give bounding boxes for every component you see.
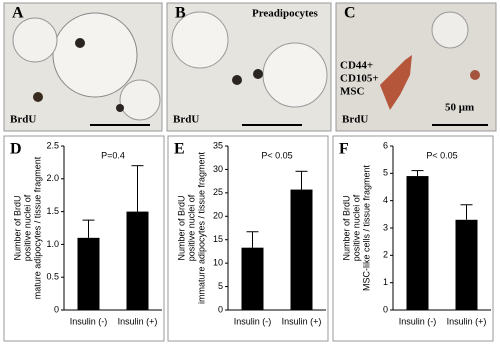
y-axis-label: immature adipocytes / tissue fragment <box>196 151 206 304</box>
y-tick-label: 0 <box>383 304 388 314</box>
image-label: BrdU <box>173 114 199 126</box>
image-label: 50 μm <box>445 102 474 114</box>
stained-cell <box>470 70 480 80</box>
y-tick-label: 10 <box>213 258 223 268</box>
x-tick-label: Insulin (-) <box>70 316 108 326</box>
image-label: Preadipocytes <box>252 8 319 20</box>
y-axis-label: positive nuclei of <box>351 194 361 261</box>
y-axis-label: Number of BrdU <box>176 195 186 260</box>
image-label: BrdU <box>10 114 36 126</box>
panel-letter: A <box>12 5 24 22</box>
y-tick-label: 2.0 <box>46 173 59 183</box>
image-panel: A BrdU <box>3 2 163 132</box>
nucleus <box>253 69 263 79</box>
cell <box>431 11 469 49</box>
bar <box>77 237 100 310</box>
panel-letter: E <box>174 141 185 158</box>
annotation: P=0.4 <box>101 150 125 160</box>
nucleus <box>232 75 242 85</box>
error-bar <box>411 170 424 177</box>
nucleus <box>116 104 124 112</box>
error-bar <box>82 219 95 238</box>
y-axis-label: Number of BrdU <box>12 195 22 260</box>
x-tick-label: Insulin (+) <box>118 316 158 326</box>
image-label: CD105+ <box>340 73 379 85</box>
image-label: CD44+ <box>340 60 373 72</box>
y-tick-label: 5 <box>383 168 388 178</box>
micrograph <box>335 2 497 132</box>
y-tick-label: 15 <box>213 234 223 244</box>
y-tick-label: 6 <box>383 140 388 150</box>
y-tick-label: 0.5 <box>46 272 59 282</box>
y-axis-label: MSC-like cells / tissue fragment <box>361 164 371 291</box>
image-label: BrdU <box>342 114 368 126</box>
stained-cell <box>380 55 412 110</box>
cell <box>12 17 58 63</box>
x-tick-label: Insulin (+) <box>447 316 487 326</box>
annotation: P< 0.05 <box>426 150 457 160</box>
x-tick-label: Insulin (-) <box>399 316 437 326</box>
y-tick-label: 3 <box>383 222 388 232</box>
panel-letter: F <box>339 141 349 158</box>
y-tick-label: 20 <box>213 211 223 221</box>
bar <box>455 219 478 310</box>
cell <box>262 42 328 108</box>
chart-panel <box>3 135 165 342</box>
y-axis-label: Number of BrdU <box>341 195 351 260</box>
bar <box>290 189 313 310</box>
bar <box>126 211 149 310</box>
y-tick-label: 2.5 <box>46 140 59 150</box>
y-axis-label: positive nuclei of <box>22 194 32 261</box>
y-tick-label: 1.5 <box>46 206 59 216</box>
error-bar <box>460 204 473 220</box>
y-tick-label: 1 <box>383 277 388 287</box>
panel-letter: B <box>175 5 186 22</box>
image-label: MSC <box>340 86 365 98</box>
nucleus <box>75 38 85 48</box>
y-tick-label: 4 <box>383 195 388 205</box>
y-tick-label: 30 <box>213 164 223 174</box>
y-tick-label: 0 <box>54 304 59 314</box>
cell <box>52 12 138 98</box>
cell <box>119 79 161 121</box>
y-tick-label: 35 <box>213 140 223 150</box>
error-bar <box>295 170 308 190</box>
chart-panel <box>167 135 329 342</box>
cell <box>171 11 229 69</box>
image-panel: C CD44+ CD105+ MSC BrdU 50 μm <box>335 2 497 132</box>
x-tick-label: Insulin (-) <box>234 316 272 326</box>
y-tick-label: 5 <box>218 281 223 291</box>
chart-panel <box>332 135 494 342</box>
panel-letter: D <box>10 141 22 158</box>
panel-letter: C <box>344 5 356 22</box>
nucleus <box>33 92 43 102</box>
bar <box>406 176 429 310</box>
y-tick-label: 2 <box>383 250 388 260</box>
image-panel: B Preadipocytes BrdU <box>166 2 332 132</box>
y-tick-label: 1.0 <box>46 239 59 249</box>
error-bar <box>131 165 144 212</box>
y-axis-label: positive nuclei of <box>186 194 196 261</box>
y-axis-label: mature adipocytes / tissue fragment <box>32 156 42 299</box>
annotation: P< 0.05 <box>261 150 292 160</box>
y-tick-label: 25 <box>213 187 223 197</box>
error-bar <box>246 231 259 248</box>
y-tick-label: 0 <box>218 304 223 314</box>
bar <box>241 247 264 310</box>
x-tick-label: Insulin (+) <box>282 316 322 326</box>
